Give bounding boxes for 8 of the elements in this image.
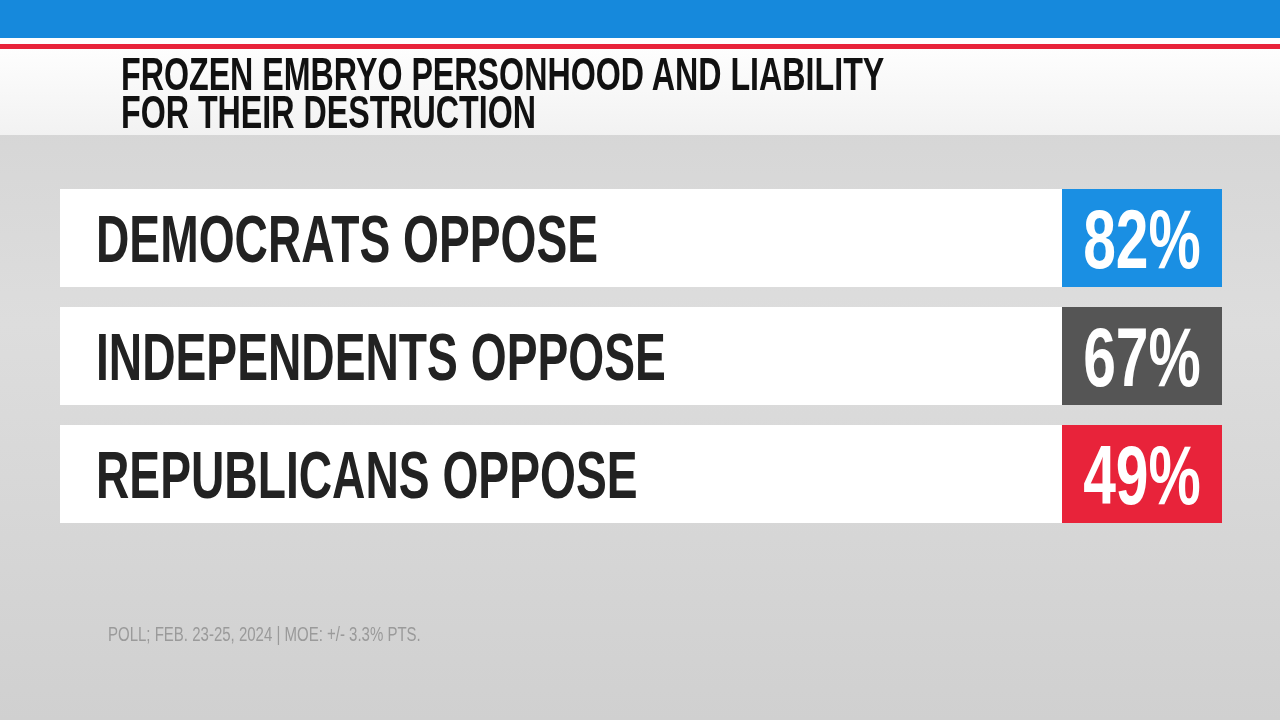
category-label: INDEPENDENTS OPPOSE [96, 319, 666, 394]
data-label: 49% [1083, 427, 1201, 522]
category-label: REPUBLICANS OPPOSE [96, 437, 638, 512]
text: FROZEN EMBRYO PERSONHOOD AND LIABILITY FOR THEIR DESTRUCTION [121, 48, 885, 138]
category-label: DEMOCRATS OPPOSE [96, 201, 599, 276]
data-label: 67% [1083, 309, 1201, 404]
text: POLL; FEB. 23-25, 2024 | MOE: +/- 3.3% PTS. [108, 623, 421, 645]
data-label: 82% [1083, 191, 1201, 286]
